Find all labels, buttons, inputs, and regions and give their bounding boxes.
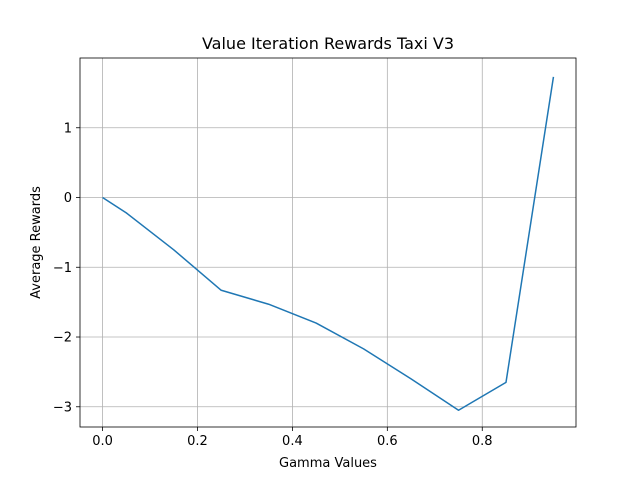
y-tick-label: −2 — [53, 331, 72, 346]
x-axis-label: Gamma Values — [279, 456, 377, 471]
grid — [80, 58, 576, 427]
y-tick-label: 1 — [64, 121, 72, 136]
y-tick-label: −3 — [53, 400, 72, 415]
x-axis-ticks: 0.0 0.2 0.4 0.6 0.8 — [92, 427, 493, 449]
x-tick-label: 0.4 — [282, 434, 303, 449]
y-tick-label: −1 — [53, 261, 72, 276]
x-tick-label: 0.8 — [472, 434, 493, 449]
series-line — [102, 76, 555, 412]
x-tick-label: 0.0 — [92, 434, 113, 449]
x-tick-label: 0.6 — [377, 434, 398, 449]
y-tick-label: 0 — [64, 191, 72, 206]
y-axis-ticks: −3 −2 −1 0 1 — [53, 121, 80, 415]
x-tick-label: 0.2 — [187, 434, 208, 449]
series-layer — [102, 76, 555, 412]
plot-area-frame — [79, 57, 577, 428]
chart-title: Value Iteration Rewards Taxi V3 — [202, 34, 454, 53]
y-axis-label: Average Rewards — [29, 186, 44, 299]
